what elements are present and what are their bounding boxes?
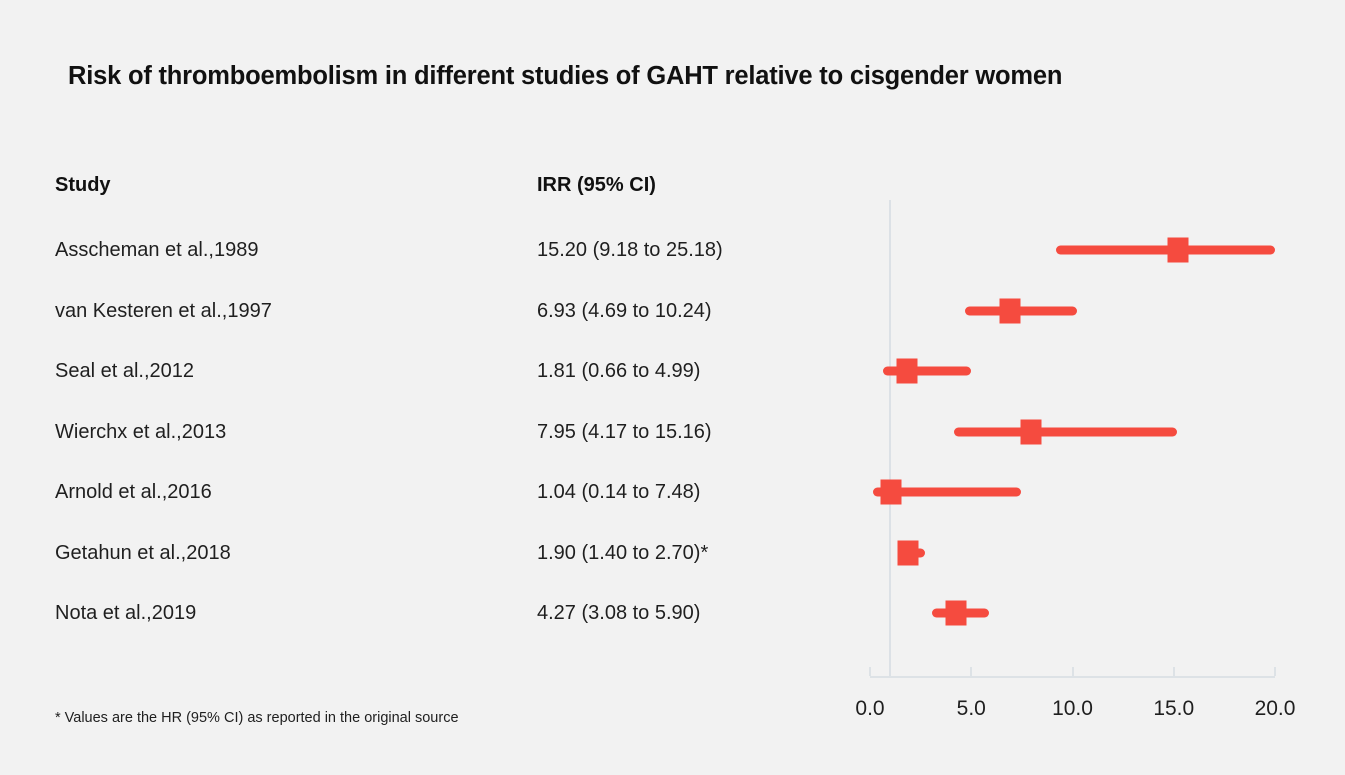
reference-line xyxy=(889,200,892,676)
footnote: * Values are the HR (95% CI) as reported… xyxy=(55,710,459,726)
irr-value: 15.20 (9.18 to 25.18) xyxy=(537,239,723,261)
study-label: Getahun et al.,2018 xyxy=(55,541,231,564)
x-axis-tick-label: 0.0 xyxy=(855,697,885,720)
x-axis-tick-label: 20.0 xyxy=(1254,697,1296,720)
confidence-interval-bar xyxy=(932,608,990,618)
confidence-interval-bar xyxy=(964,306,1078,315)
point-estimate-marker xyxy=(880,479,902,505)
confidence-interval-bar xyxy=(954,427,1177,436)
x-axis-tick xyxy=(1172,667,1175,676)
study-label: Arnold et al.,2016 xyxy=(55,481,212,503)
confidence-interval-bar xyxy=(898,548,925,557)
x-axis-tick-label: 5.0 xyxy=(956,697,986,720)
confidence-interval-bar xyxy=(883,366,972,376)
point-estimate-marker xyxy=(945,600,967,626)
study-label: Asscheman et al.,1989 xyxy=(55,239,259,261)
irr-value: 1.04 (0.14 to 7.48) xyxy=(537,481,701,503)
x-axis-tick-label: 10.0 xyxy=(1052,697,1093,720)
irr-value: 1.90 (1.40 to 2.70)* xyxy=(537,541,709,564)
page-title: Risk of thromboembolism in different stu… xyxy=(68,62,1063,90)
irr-value: 1.81 (0.66 to 4.99) xyxy=(537,360,701,382)
x-axis-tick-label: 15.0 xyxy=(1153,697,1195,720)
point-estimate-marker xyxy=(999,298,1021,323)
study-label: Nota et al.,2019 xyxy=(55,602,197,624)
confidence-interval-bar xyxy=(872,487,1022,497)
x-axis-tick xyxy=(1274,667,1276,676)
column-header-study: Study xyxy=(55,174,111,196)
study-label: Seal et al.,2012 xyxy=(55,360,194,382)
x-axis-tick xyxy=(869,667,871,676)
irr-value: 7.95 (4.17 to 15.16) xyxy=(537,420,712,443)
point-estimate-marker xyxy=(897,540,919,565)
study-label: Wierchx et al.,2013 xyxy=(55,420,227,443)
point-estimate-marker xyxy=(1167,237,1189,263)
x-axis-tick xyxy=(1071,667,1074,676)
x-axis-tick xyxy=(970,667,973,676)
point-estimate-marker xyxy=(896,358,918,384)
x-axis-line xyxy=(870,676,1275,678)
irr-value: 6.93 (4.69 to 10.24) xyxy=(537,299,712,322)
confidence-interval-bar xyxy=(1055,245,1275,255)
irr-value: 4.27 (3.08 to 5.90) xyxy=(537,602,701,624)
study-label: van Kesteren et al.,1997 xyxy=(55,299,272,322)
column-header-irr: IRR (95% CI) xyxy=(537,174,656,196)
point-estimate-marker xyxy=(1020,419,1042,444)
